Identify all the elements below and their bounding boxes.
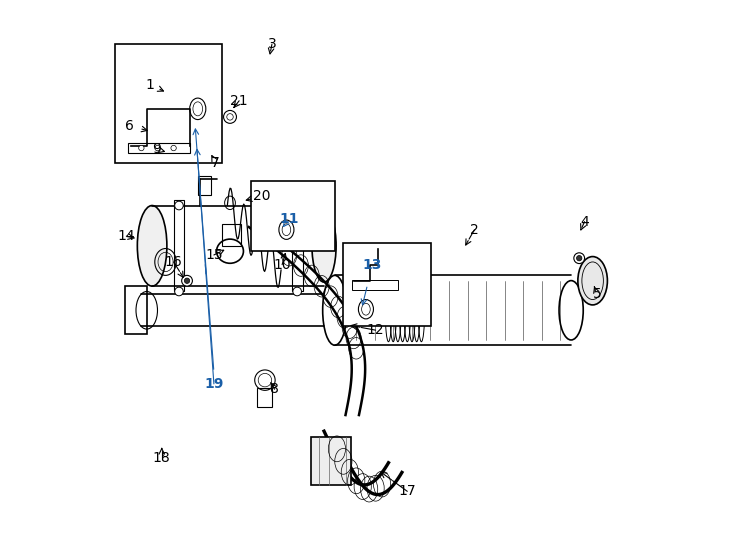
Circle shape [155,145,160,151]
Bar [352,280,398,291]
Circle shape [181,275,192,286]
Bar [310,436,351,485]
Text: 9: 9 [152,142,161,156]
Circle shape [175,201,184,210]
Text: 1: 1 [145,78,154,92]
Text: 2: 2 [470,222,479,237]
Bar [257,388,272,407]
Bar [115,44,222,163]
Text: 16: 16 [164,255,183,269]
Bar [292,200,302,292]
Text: 4: 4 [580,215,589,228]
Bar [252,181,335,251]
Text: 17: 17 [399,484,416,498]
Text: 10: 10 [273,258,291,272]
Text: 12: 12 [367,323,385,337]
Text: 19: 19 [204,377,224,391]
Bar [174,200,184,292]
Circle shape [574,253,584,264]
Circle shape [171,145,176,151]
Text: 14: 14 [117,229,135,243]
Text: 3: 3 [267,37,276,51]
Ellipse shape [137,206,167,286]
Bar [343,243,432,326]
Text: 13: 13 [363,258,382,272]
Bar [126,286,147,334]
Text: 20: 20 [253,189,271,203]
Text: 11: 11 [280,212,299,226]
Circle shape [576,255,582,261]
Circle shape [293,201,302,210]
Bar [197,176,211,195]
Text: 21: 21 [230,94,248,108]
Text: 18: 18 [153,451,171,465]
Text: 8: 8 [270,382,279,396]
Circle shape [293,287,302,296]
Ellipse shape [578,256,608,305]
Circle shape [139,145,144,151]
Text: 6: 6 [125,119,134,133]
Circle shape [175,287,184,296]
Text: 7: 7 [211,156,220,170]
Text: 5: 5 [592,287,601,301]
Ellipse shape [312,210,336,282]
Circle shape [184,278,189,284]
Bar [128,143,189,153]
Bar [222,224,241,246]
Text: 15: 15 [205,248,222,262]
